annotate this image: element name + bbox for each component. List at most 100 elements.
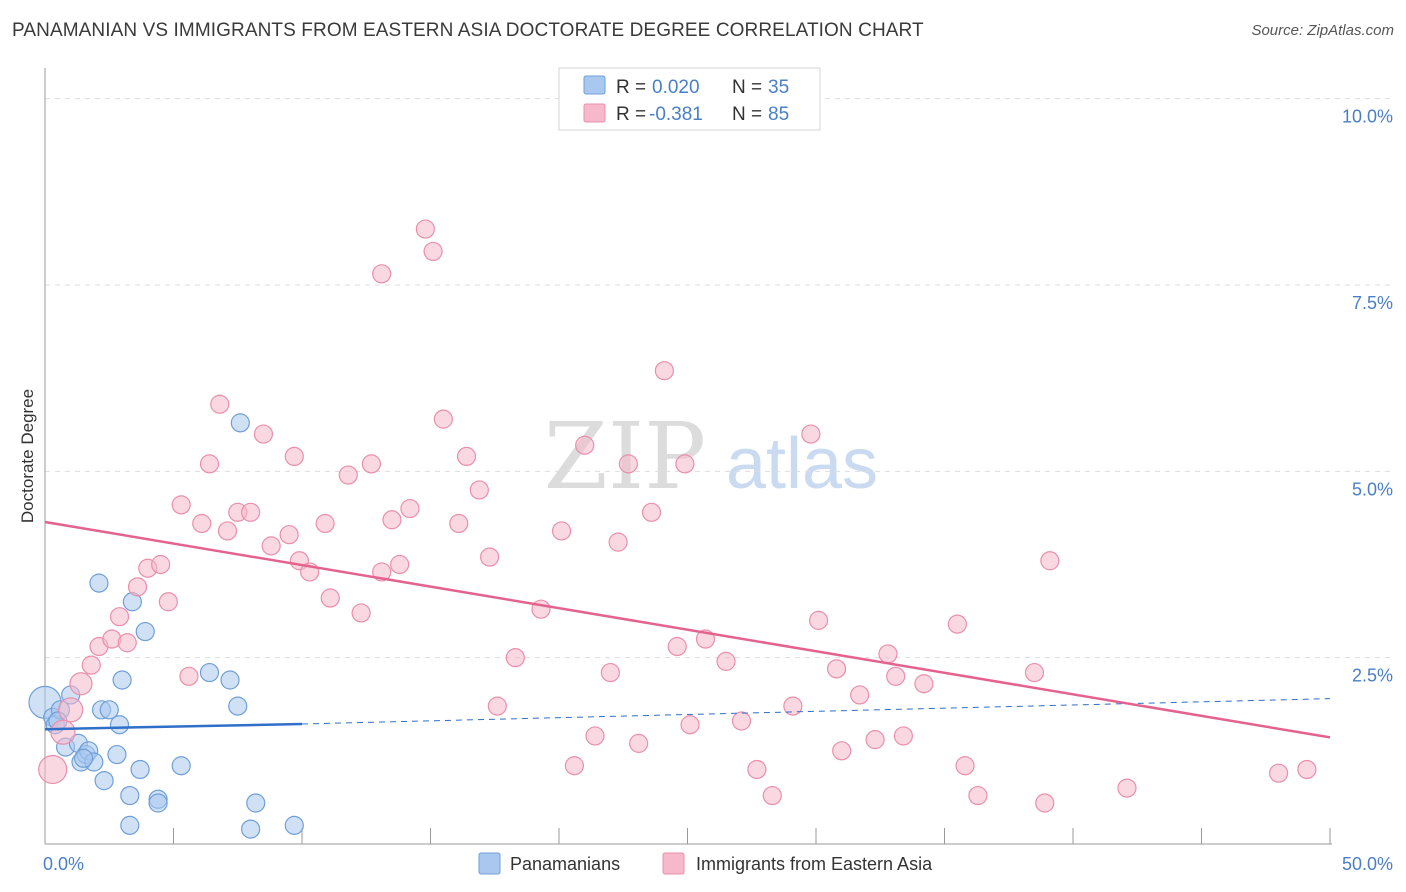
panamanian-point	[107, 744, 127, 765]
panamanian-trend-line	[44, 722, 303, 731]
y-tick-label: 10.0%	[1342, 107, 1393, 127]
eastern-asia-point	[127, 577, 148, 597]
eastern-asia-point	[505, 648, 525, 668]
eastern-asia-point	[808, 610, 829, 630]
y-tick-label: 2.5%	[1352, 666, 1393, 686]
eastern-asia-point	[320, 588, 340, 608]
eastern-asia-trend-line	[44, 520, 1331, 739]
eastern-asia-point	[1024, 662, 1045, 683]
watermark: ZIP atlas	[544, 403, 878, 510]
panamanian-point	[230, 413, 250, 433]
eastern-asia-point	[38, 754, 68, 785]
panamanian-point	[228, 696, 248, 716]
eastern-asia-point	[865, 730, 885, 750]
eastern-asia-point	[641, 502, 662, 522]
eastern-asia-point	[253, 424, 274, 444]
legend-bottom-swatch-pink	[662, 852, 685, 875]
eastern-asia-point	[629, 733, 649, 753]
panamanian-point	[120, 815, 140, 835]
eastern-asia-point	[433, 409, 453, 429]
eastern-asia-point	[487, 696, 507, 716]
legend-n-value-pink: 85	[768, 104, 789, 125]
legend-r-label-blue: R =	[616, 77, 646, 98]
eastern-asia-point	[947, 614, 967, 634]
eastern-asia-point	[716, 651, 736, 671]
eastern-asia-point	[241, 502, 261, 522]
eastern-asia-point	[338, 465, 358, 485]
panamanian-point	[89, 573, 109, 593]
panamanian-point	[73, 748, 94, 768]
eastern-asia-point	[423, 241, 443, 262]
eastern-asia-point	[878, 644, 898, 664]
eastern-asia-point	[179, 666, 199, 686]
eastern-asia-point	[575, 435, 595, 455]
eastern-asia-point	[608, 532, 628, 552]
legend-n-value-blue: 35	[768, 77, 789, 98]
source-credit: Source: ZipAtlas.com	[1251, 22, 1394, 39]
eastern-asia-point	[618, 454, 638, 474]
eastern-asia-point	[850, 685, 870, 705]
eastern-asia-point	[390, 554, 410, 575]
eastern-asia-point	[600, 662, 621, 683]
panamanian-point	[112, 670, 132, 690]
eastern-asia-point	[210, 394, 230, 414]
eastern-asia-point	[382, 510, 402, 530]
x-tick-label: 0.0%	[43, 854, 84, 874]
eastern-asia-point	[158, 592, 178, 612]
panamanian-point	[99, 700, 119, 720]
legend-bottom-label-pink: Immigrants from Eastern Asia	[696, 854, 933, 874]
eastern-asia-point	[415, 219, 435, 239]
eastern-asia-point	[171, 495, 191, 515]
eastern-asia-point	[456, 446, 477, 467]
eastern-asia-point	[284, 446, 304, 467]
legend-r-label-pink: R =	[616, 104, 646, 125]
eastern-asia-point	[1117, 778, 1137, 798]
panamanian-point	[148, 793, 168, 813]
eastern-asia-point	[731, 711, 752, 731]
panamanian-point	[130, 759, 150, 780]
eastern-asia-point	[449, 513, 469, 534]
legend-n-label-blue: N =	[732, 77, 762, 98]
legend-bottom-label-blue: Panamanians	[510, 854, 620, 874]
eastern-asia-point	[1040, 551, 1060, 571]
x-tick-label: 50.0%	[1342, 854, 1393, 874]
eastern-asia-point	[261, 536, 281, 556]
eastern-asia-point	[564, 756, 585, 776]
legend-r-value-pink: -0.381	[649, 104, 703, 125]
legend-n-label-pink: N =	[732, 104, 762, 125]
eastern-asia-point	[469, 480, 489, 500]
eastern-asia-point	[58, 697, 84, 723]
y-tick-label: 5.0%	[1352, 479, 1393, 499]
eastern-asia-point	[400, 498, 420, 519]
eastern-asia-point	[1268, 763, 1289, 783]
eastern-asia-point	[551, 521, 572, 541]
eastern-asia-point	[886, 666, 906, 686]
eastern-asia-point	[680, 715, 700, 735]
gridlines: 2.5% 5.0% 7.5% 10.0%	[45, 98, 1393, 686]
eastern-asia-point	[675, 454, 695, 474]
eastern-asia-point	[762, 785, 782, 806]
legend-top: R = 0.020 N = 35 R = -0.381 N = 85	[558, 67, 821, 131]
panamanian-point	[135, 621, 155, 642]
panamanian-point	[120, 785, 140, 806]
panamanian-point	[94, 771, 114, 791]
panamanian-point	[241, 819, 261, 839]
axes: 0.0% 50.0%	[43, 68, 1393, 874]
eastern-asia-point	[1297, 759, 1317, 780]
eastern-asia-point	[50, 719, 76, 745]
y-axis-label: Doctorate Degree	[18, 389, 37, 523]
eastern-asia-point	[955, 756, 975, 776]
eastern-asia-point	[372, 264, 392, 284]
eastern-asia-point	[361, 454, 381, 474]
panamanians-points	[28, 413, 304, 839]
panamanian-point	[171, 756, 191, 776]
eastern-asia-point	[279, 525, 299, 545]
eastern-asia-point	[69, 672, 93, 696]
legend-bottom: Panamanians Immigrants from Eastern Asia	[478, 852, 933, 875]
eastern-asia-point	[585, 726, 605, 746]
panamanian-point	[109, 715, 130, 735]
panamanian-point	[220, 670, 240, 690]
eastern-asia-point	[826, 659, 847, 679]
eastern-asia-point	[747, 759, 767, 780]
legend-swatch-blue	[583, 75, 606, 95]
